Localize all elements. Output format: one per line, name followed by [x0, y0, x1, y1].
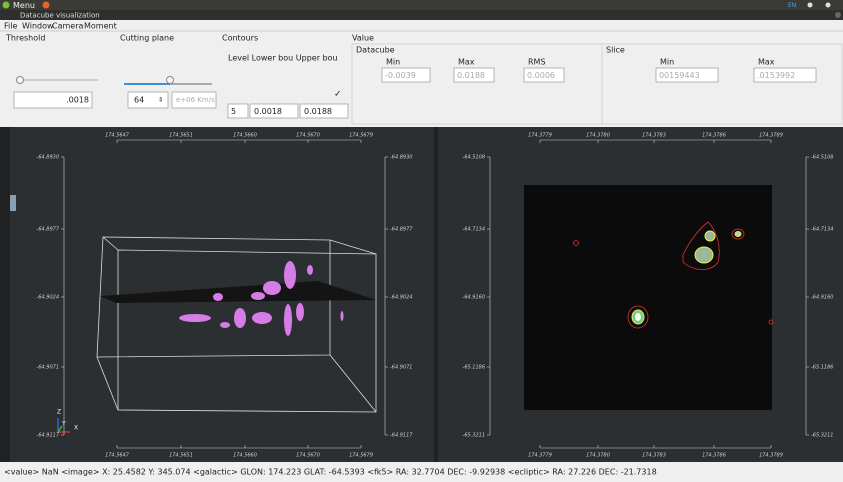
- y-tick-label: -64.9071: [390, 365, 412, 371]
- x-tick-label: 174.3780: [586, 453, 610, 459]
- x-tick-label: 174.5670: [296, 453, 320, 459]
- upper-value: 0.0188: [304, 107, 332, 116]
- x-tick-label: 174.5651: [169, 453, 193, 459]
- y-tick-label: -64.9117: [37, 433, 60, 439]
- contours-checkbox[interactable]: ✓: [334, 90, 342, 100]
- x-tick-label: 174.3779: [528, 133, 552, 139]
- x-tick-label: 174.5660: [233, 453, 257, 459]
- level-value: 5: [231, 107, 236, 116]
- x-tick-label: 174.5647: [105, 133, 130, 139]
- y-tick-label: -65.3211: [811, 433, 833, 439]
- y-tick-label: -64.9071: [37, 365, 59, 371]
- datacube-label: Datacube: [356, 46, 395, 55]
- y-tick-label: -64.5108: [463, 155, 485, 161]
- stat-value: -0.0039: [385, 71, 416, 80]
- y-tick-label: -64.8930: [37, 155, 59, 161]
- stat-header: Min: [386, 58, 400, 67]
- x-tick-label: 174.3779: [528, 453, 552, 459]
- system-bar: [0, 0, 843, 10]
- threshold-handle[interactable]: [17, 77, 24, 84]
- stat-value: 0.0188: [457, 71, 485, 80]
- y-tick-label: -64.9160: [811, 295, 833, 301]
- lower-value: 0.0018: [254, 107, 282, 116]
- x-tick-label: 174.3786: [702, 453, 726, 459]
- axis-name: Y: [61, 421, 66, 428]
- velocity-placeholder: e+06 Km/s: [176, 96, 215, 104]
- stat-value: 00159443: [659, 71, 700, 80]
- title-bar: [0, 10, 843, 20]
- menu-icon[interactable]: [3, 2, 10, 9]
- y-tick-label: -64.8977: [390, 227, 413, 233]
- spin-arrows[interactable]: ⇕: [158, 97, 163, 104]
- x-tick-label: 174.3783: [642, 453, 666, 459]
- x-tick-label: 174.5647: [105, 453, 130, 459]
- slice-value: 64: [134, 96, 144, 105]
- axis-name: Z: [57, 409, 61, 416]
- x-tick-label: 174.3783: [642, 133, 666, 139]
- y-tick-label: -64.9117: [390, 433, 413, 439]
- y-tick-label: -64.5108: [811, 155, 833, 161]
- menu-item[interactable]: Camera: [52, 22, 83, 31]
- y-tick-label: -64.9024: [37, 295, 59, 301]
- side-handle[interactable]: [10, 195, 16, 211]
- y-tick-label: -64.8930: [390, 155, 412, 161]
- window-button[interactable]: [835, 12, 841, 18]
- axis-name: X: [74, 425, 78, 432]
- x-tick-label: 174.3780: [586, 133, 610, 139]
- x-tick-label: 174.3789: [759, 133, 783, 139]
- window-title: Datacube visualization: [20, 12, 100, 20]
- x-tick-label: 174.5679: [349, 133, 373, 139]
- status-text: <value> NaN <image> X: 25.4582 Y: 345.07…: [4, 468, 657, 477]
- menu-item[interactable]: File: [4, 22, 17, 31]
- x-tick-label: 174.3786: [702, 133, 726, 139]
- stat-value: .0153992: [757, 71, 795, 80]
- x-tick-label: 174.5651: [169, 133, 193, 139]
- y-tick-label: -65.1186: [811, 365, 833, 371]
- y-tick-label: -64.7134: [463, 227, 485, 233]
- stat-header: Max: [458, 58, 475, 67]
- system-menu[interactable]: Menu: [13, 1, 35, 10]
- y-tick-label: -64.7134: [811, 227, 833, 233]
- notification-icon[interactable]: [808, 3, 813, 8]
- app: Menu EN Datacube visualization File Windo…: [0, 0, 843, 482]
- stat-header: Min: [660, 58, 674, 67]
- slice-label: Slice: [606, 46, 625, 55]
- y-tick-label: -64.9160: [463, 295, 485, 301]
- x-tick-label: 174.5660: [233, 133, 257, 139]
- menu-item[interactable]: Window: [22, 22, 54, 31]
- contours-header: Level Lower bou Upper bou: [228, 54, 338, 63]
- app-icon: [43, 2, 50, 9]
- x-tick-label: 174.5679: [349, 453, 373, 459]
- language[interactable]: EN: [788, 2, 796, 9]
- y-tick-label: -65.1186: [463, 365, 485, 371]
- x-tick-label: 174.5670: [296, 133, 320, 139]
- menu-item[interactable]: Moment: [84, 22, 117, 31]
- threshold-value: .0018: [66, 96, 89, 105]
- stat-value: 0.0006: [527, 71, 555, 80]
- y-tick-label: -64.9024: [390, 295, 412, 301]
- volume-icon[interactable]: [826, 3, 831, 8]
- stat-header: Max: [758, 58, 775, 67]
- contours-label: Contours: [222, 34, 258, 43]
- threshold-label: Threshold: [5, 34, 45, 43]
- value-label: Value: [352, 34, 374, 43]
- x-tick-label: 174.3789: [759, 453, 783, 459]
- slice-image: [524, 185, 772, 410]
- cutting-handle[interactable]: [167, 77, 174, 84]
- cutting-plane-label: Cutting plane: [120, 34, 174, 43]
- y-tick-label: -64.8977: [37, 227, 60, 233]
- y-tick-label: -65.3211: [463, 433, 485, 439]
- stat-header: RMS: [528, 58, 546, 67]
